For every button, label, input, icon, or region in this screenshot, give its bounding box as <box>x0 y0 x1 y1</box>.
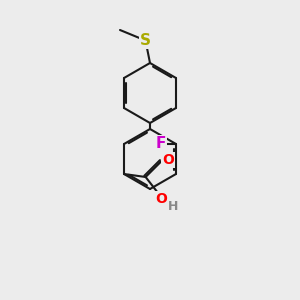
Text: O: O <box>162 153 174 167</box>
Text: H: H <box>168 200 179 214</box>
Text: F: F <box>156 136 166 152</box>
Text: O: O <box>156 192 167 206</box>
Text: S: S <box>140 33 151 48</box>
